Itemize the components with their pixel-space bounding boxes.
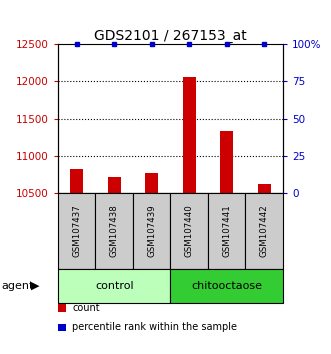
Bar (133, 193, 170, 269)
Bar (208, 193, 246, 269)
Bar (145, 173, 158, 193)
Bar (258, 184, 271, 193)
Text: control: control (95, 281, 133, 291)
Bar (170, 193, 208, 269)
Text: percentile rank within the sample: percentile rank within the sample (72, 322, 237, 332)
Bar (58, 193, 95, 269)
Text: GSM107441: GSM107441 (222, 205, 231, 257)
Text: agent: agent (2, 281, 34, 291)
Text: GSM107439: GSM107439 (147, 205, 156, 257)
Text: GSM107440: GSM107440 (185, 205, 194, 257)
Title: GDS2101 / 267153_at: GDS2101 / 267153_at (94, 29, 247, 43)
Bar (170, 269, 283, 303)
Bar (108, 177, 121, 193)
Bar (95, 193, 133, 269)
Bar (58, 269, 170, 303)
Text: GSM107438: GSM107438 (110, 205, 119, 257)
Bar (246, 193, 283, 269)
Bar (70, 169, 83, 193)
Text: chitooctaose: chitooctaose (191, 281, 262, 291)
Bar (183, 77, 196, 193)
Text: GSM107442: GSM107442 (260, 205, 269, 257)
Text: GSM107437: GSM107437 (72, 205, 81, 257)
Text: count: count (72, 303, 100, 313)
Text: ▶: ▶ (31, 281, 39, 291)
Bar (220, 131, 233, 193)
